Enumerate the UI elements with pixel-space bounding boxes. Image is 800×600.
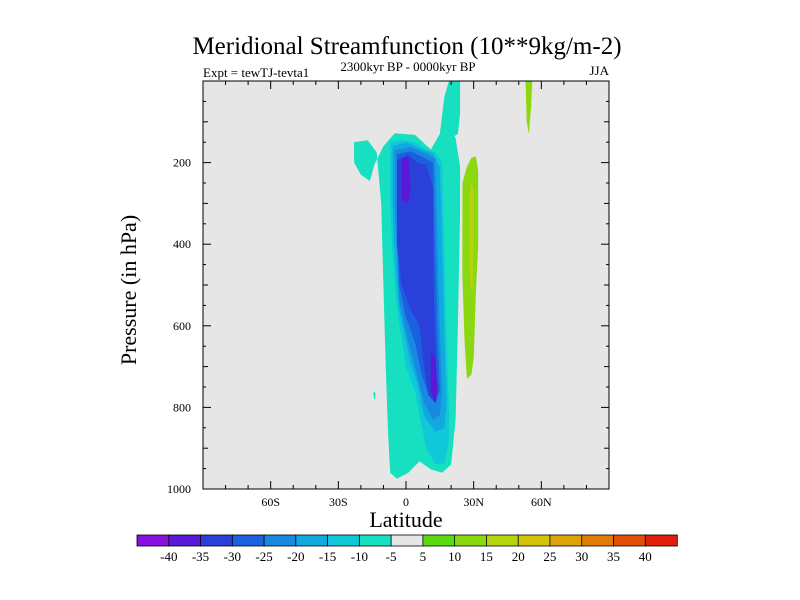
colorbar-swatch (613, 534, 646, 547)
contour-region (373, 391, 376, 400)
y-tick-label: 200 (173, 156, 191, 170)
y-tick-label: 800 (173, 400, 191, 414)
contour-region (469, 183, 474, 294)
y-tick-label: 400 (173, 237, 191, 251)
subtitle-left: Expt = tewTJ-tevta1 (203, 65, 309, 80)
contour-region (401, 156, 411, 204)
colorbar-label: 25 (543, 549, 556, 564)
colorbar-swatch (136, 534, 170, 547)
colorbar-swatch (390, 534, 424, 547)
colorbar-swatch (581, 534, 615, 547)
colorbar-label: -20 (287, 549, 304, 564)
x-tick-label: 30S (329, 495, 348, 509)
x-axis-label: Latitude (369, 507, 442, 532)
x-tick-label: 30N (463, 495, 484, 509)
contour-region (430, 350, 438, 404)
colorbar-swatch (327, 534, 361, 547)
colorbar-swatch (517, 534, 551, 547)
y-tick-label: 600 (173, 319, 191, 333)
colorbar-swatch (549, 534, 583, 547)
subtitle-right: JJA (589, 63, 609, 78)
colorbar-swatch (295, 534, 329, 547)
colorbar-label: 30 (575, 549, 588, 564)
colorbar-swatch (231, 534, 265, 547)
colorbar-label: 15 (480, 549, 493, 564)
colorbar-swatch (200, 534, 233, 547)
contour-fills (354, 81, 533, 479)
colorbar-label: 20 (512, 549, 525, 564)
colorbar-label: -35 (192, 549, 209, 564)
colorbar-swatch (454, 534, 488, 547)
colorbar-label: -15 (319, 549, 336, 564)
colorbar-swatch (644, 534, 678, 547)
colorbar-label: -40 (160, 549, 177, 564)
contour-region (397, 154, 438, 404)
colorbar-label: 5 (420, 549, 427, 564)
x-axis: 60S 30S 0 30N 60N (202, 81, 610, 509)
x-tick-label: 60N (531, 495, 552, 509)
colorbar-swatch (422, 534, 456, 547)
colorbar-swatch (168, 534, 202, 547)
colorbar-label: 35 (607, 549, 620, 564)
contour-region (439, 81, 461, 139)
x-tick-label: 60S (261, 495, 280, 509)
subtitle-center: 2300kyr BP - 0000kyr BP (340, 59, 475, 74)
x-tick-label: 0 (403, 495, 409, 509)
y-tick-label: 1000 (167, 482, 191, 496)
colorbar: -40 -35 -30 -25 -20 -15 -10 -5 5 10 15 20 25 30 35 40 (136, 534, 678, 564)
colorbar-label: -30 (224, 549, 241, 564)
colorbar-label: -25 (255, 549, 272, 564)
colorbar-swatch (358, 534, 392, 547)
colorbar-label: 10 (448, 549, 461, 564)
chart-title: Meridional Streamfunction (10**9kg/m-2) (192, 33, 621, 60)
colorbar-swatch (486, 534, 519, 547)
contour-region (525, 81, 533, 134)
y-axis: 200 400 600 800 1000 (167, 80, 609, 496)
colorbar-label: -10 (351, 549, 368, 564)
colorbar-label: -5 (386, 549, 397, 564)
colorbar-swatch (263, 534, 297, 547)
colorbar-label: 40 (639, 549, 652, 564)
y-axis-label: Pressure (in hPa) (116, 215, 141, 365)
